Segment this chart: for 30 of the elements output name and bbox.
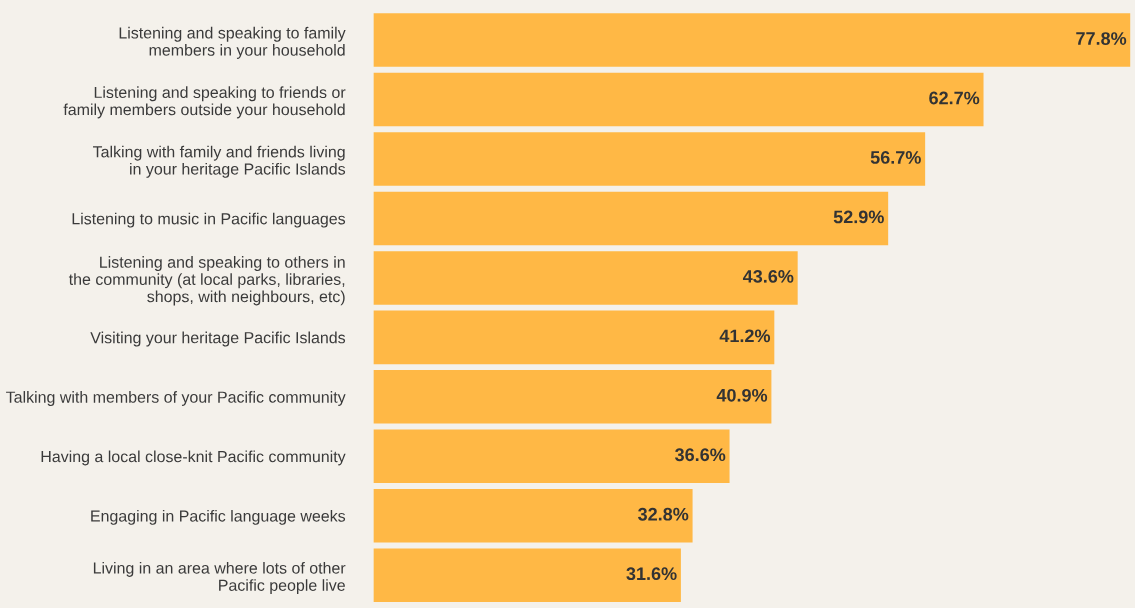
data-label: 43.6% bbox=[742, 269, 794, 283]
y-tick-label: Visiting your heritage Pacific Islands bbox=[90, 331, 346, 347]
bar bbox=[373, 548, 681, 602]
y-tick-label: Living in an area where lots of other Pacific people live bbox=[93, 562, 346, 595]
bar bbox=[373, 13, 1131, 67]
data-label: 32.8% bbox=[638, 507, 689, 521]
bar bbox=[373, 370, 772, 424]
data-label: 31.6% bbox=[626, 567, 677, 581]
bar bbox=[373, 191, 889, 246]
y-tick-label: Talking with members of your Pacific community bbox=[6, 391, 346, 406]
data-label: 62.7% bbox=[929, 91, 980, 105]
bar bbox=[373, 310, 775, 365]
bar bbox=[373, 72, 984, 127]
data-label: 36.6% bbox=[674, 448, 726, 462]
data-label: 77.8% bbox=[1076, 32, 1127, 45]
y-tick-label: Listening and speaking to family members in your household bbox=[119, 26, 346, 59]
bar bbox=[373, 251, 798, 305]
data-label: 40.9% bbox=[716, 388, 768, 402]
data-label: 41.2% bbox=[719, 329, 771, 343]
bar bbox=[373, 489, 693, 543]
y-tick-label: Listening to music in Pacific languages bbox=[72, 212, 346, 228]
y-tick-label: Engaging in Pacific language weeks bbox=[91, 509, 346, 525]
bar bbox=[373, 132, 926, 186]
y-tick-label: Listening and speaking to friends or family members outside your household bbox=[63, 86, 346, 119]
y-tick-label: Listening and speaking to others in the community (at local parks, libraries, shops, with neighbours, etc) bbox=[68, 256, 345, 306]
data-label: 56.7% bbox=[870, 151, 921, 164]
y-tick-label: Having a local close-knit Pacific community bbox=[41, 450, 346, 466]
y-tick-label: Talking with family and friends living in your heritage Pacific Islands bbox=[93, 145, 346, 178]
data-label: 52.9% bbox=[833, 210, 884, 224]
bar bbox=[373, 429, 730, 484]
